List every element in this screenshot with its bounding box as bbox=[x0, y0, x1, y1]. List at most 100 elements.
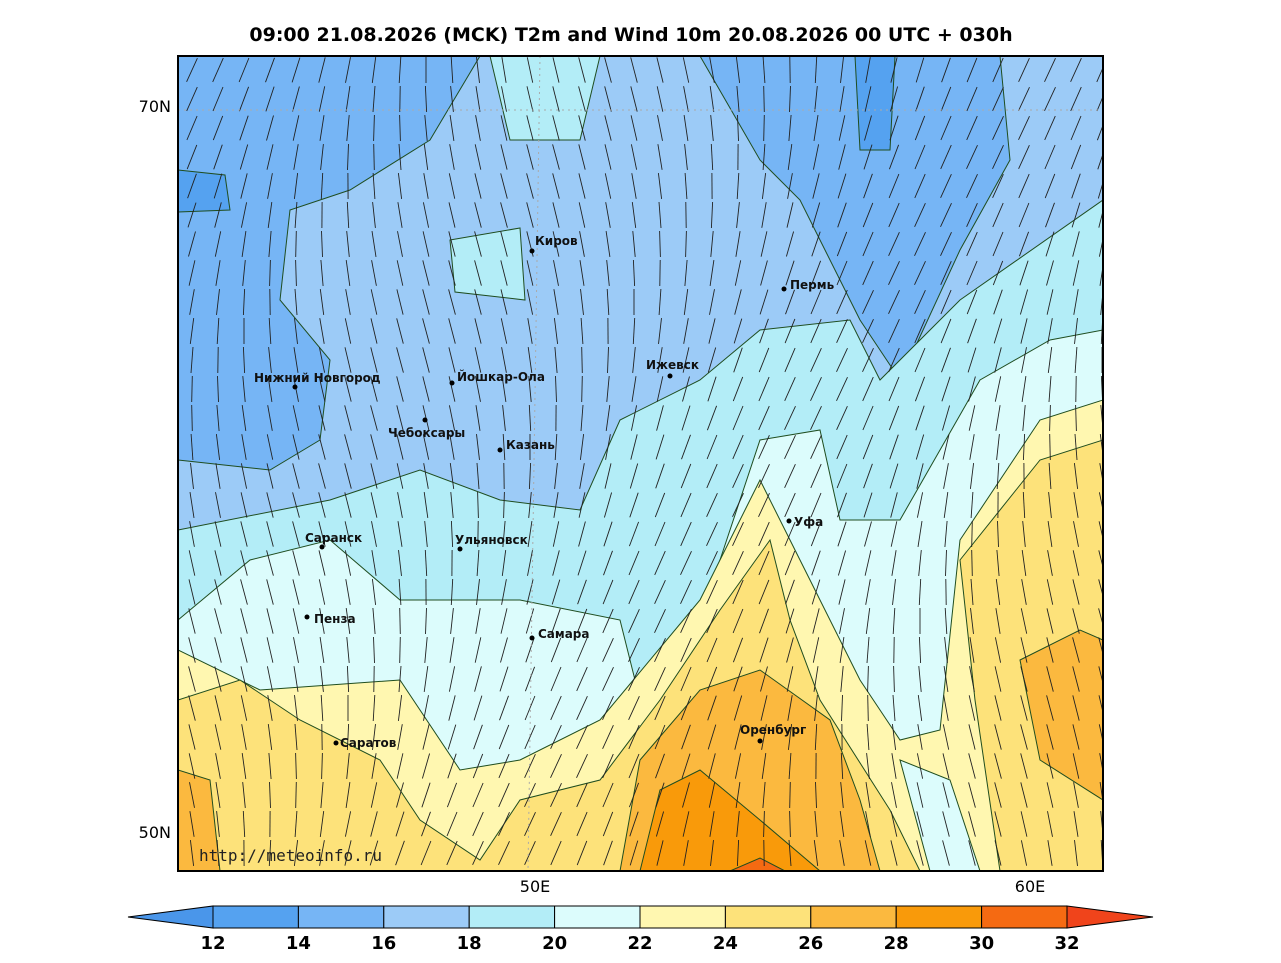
city-dot bbox=[304, 614, 310, 620]
wind-barb bbox=[576, 637, 588, 663]
wind-barb bbox=[346, 115, 350, 141]
wind-barb bbox=[784, 347, 796, 373]
wind-barb bbox=[838, 144, 846, 170]
wind-barb bbox=[888, 144, 900, 170]
wind-barb bbox=[862, 376, 874, 402]
wind-barb bbox=[345, 86, 351, 112]
wind-barb bbox=[371, 57, 377, 83]
wind-barb bbox=[268, 230, 272, 258]
wind-barb bbox=[968, 695, 976, 721]
wind-barb bbox=[344, 376, 352, 402]
wind-barb bbox=[683, 318, 689, 344]
wind-barb bbox=[602, 696, 614, 720]
wind-barb bbox=[527, 318, 533, 344]
wind-barb bbox=[212, 86, 224, 112]
wind-barb bbox=[422, 376, 430, 402]
wind-barb bbox=[500, 637, 508, 663]
wind-barb bbox=[732, 551, 744, 575]
wind-barb bbox=[733, 318, 743, 344]
wind-barb bbox=[628, 753, 640, 779]
wind-barb bbox=[475, 376, 481, 402]
colorbar-tick-label: 30 bbox=[969, 933, 994, 954]
wind-barb bbox=[319, 318, 325, 344]
wind-barb bbox=[395, 840, 405, 866]
wind-barb bbox=[759, 318, 769, 344]
wind-barb bbox=[475, 405, 481, 431]
wind-barb bbox=[318, 521, 326, 547]
wind-barb bbox=[578, 492, 586, 518]
wind-barb bbox=[318, 550, 326, 576]
wind-barb bbox=[1047, 840, 1053, 866]
wind-barb bbox=[734, 289, 742, 315]
wind-barb bbox=[605, 434, 611, 460]
wind-barb bbox=[659, 230, 661, 258]
wind-barb bbox=[554, 433, 558, 461]
wind-barb bbox=[916, 782, 924, 808]
wind-barb bbox=[421, 753, 431, 779]
wind-barb bbox=[839, 637, 845, 663]
wind-barb bbox=[916, 463, 924, 489]
wind-barb bbox=[319, 289, 325, 315]
wind-barb bbox=[242, 376, 246, 402]
wind-barb bbox=[266, 666, 274, 692]
wind-barb bbox=[992, 145, 1004, 169]
wind-barb bbox=[345, 608, 351, 634]
wind-barb bbox=[1021, 376, 1027, 402]
wind-barb bbox=[500, 289, 508, 315]
wind-barb bbox=[450, 608, 454, 634]
wind-barb bbox=[269, 259, 271, 287]
wind-barb bbox=[710, 143, 714, 171]
wind-barb bbox=[422, 202, 430, 228]
wind-barb bbox=[550, 754, 562, 778]
wind-barb bbox=[526, 289, 534, 315]
wind-barb bbox=[525, 637, 535, 663]
wind-barb bbox=[812, 144, 820, 170]
wind-barb bbox=[945, 549, 947, 577]
wind-barb bbox=[266, 579, 274, 605]
wind-barb bbox=[524, 754, 536, 778]
wind-barb bbox=[293, 666, 299, 692]
wind-barb bbox=[917, 724, 923, 750]
wind-barb bbox=[840, 666, 844, 692]
wind-barb bbox=[396, 405, 404, 431]
wind-barb bbox=[603, 492, 613, 518]
wind-barb bbox=[553, 492, 559, 518]
wind-barb bbox=[786, 202, 794, 228]
wind-barb bbox=[836, 289, 848, 315]
wind-barb bbox=[763, 114, 765, 142]
colorbar-tick-label: 12 bbox=[200, 933, 225, 954]
wind-barb bbox=[450, 56, 454, 84]
wind-barb bbox=[890, 492, 898, 518]
wind-barb bbox=[942, 434, 950, 460]
wind-barb bbox=[683, 115, 689, 141]
wind-barb bbox=[398, 143, 402, 171]
wind-barb bbox=[602, 579, 614, 605]
wind-barb bbox=[813, 115, 819, 141]
title: 09:00 21.08.2026 (MCK) T2m and Wind 10m … bbox=[249, 24, 1012, 46]
wind-barb bbox=[604, 173, 612, 199]
wind-barb bbox=[425, 607, 427, 635]
wind-barb bbox=[448, 173, 456, 199]
wind-barb bbox=[605, 202, 611, 228]
wind-barb bbox=[578, 86, 586, 112]
wind-barb bbox=[344, 318, 352, 344]
wind-barb bbox=[555, 375, 557, 403]
wind-barb bbox=[658, 318, 662, 344]
wind-barb bbox=[345, 289, 351, 315]
wind-barb bbox=[397, 724, 403, 750]
wind-barb bbox=[814, 810, 818, 838]
wind-barb bbox=[656, 57, 664, 83]
wind-barb bbox=[214, 637, 222, 663]
wind-barb bbox=[396, 260, 404, 286]
wind-barb bbox=[837, 492, 847, 518]
wind-barb bbox=[576, 608, 588, 634]
wind-barb bbox=[498, 812, 510, 836]
wind-barb bbox=[498, 753, 510, 779]
wind-barb bbox=[787, 173, 793, 199]
wind-barb bbox=[968, 724, 976, 750]
wind-barb bbox=[524, 783, 536, 807]
wind-barb bbox=[891, 753, 897, 779]
wind-barb bbox=[373, 636, 375, 664]
wind-barb bbox=[916, 811, 924, 837]
wind-barb bbox=[503, 491, 505, 519]
